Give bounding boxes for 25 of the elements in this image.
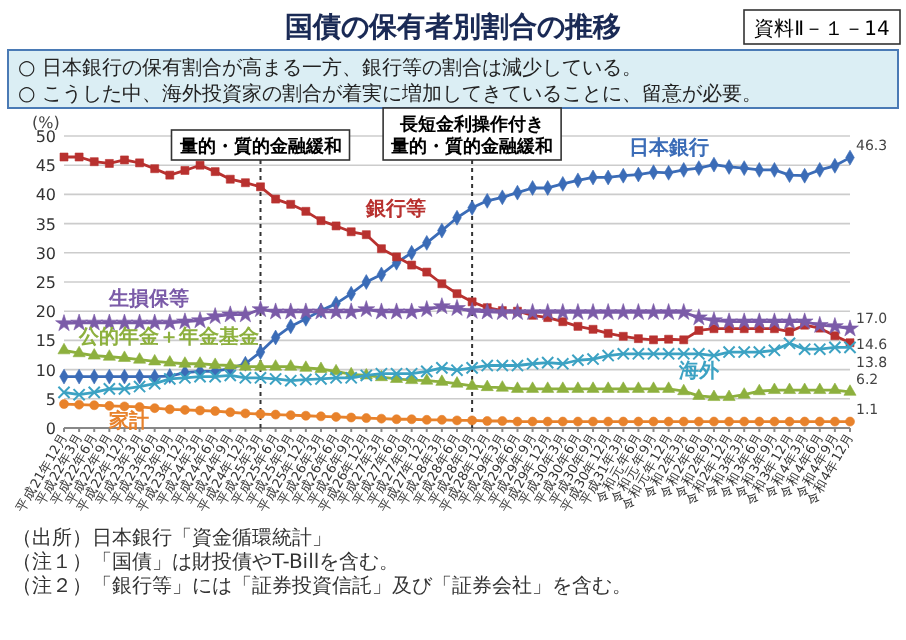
- y-tick-label: 0: [45, 420, 56, 438]
- text: （注１）「国債」は財投債やT-Billを含む。: [12, 550, 400, 574]
- ref-line-label: 量的・質的金融緩和: [177, 136, 342, 158]
- text: （出所）日本銀行「資金循環統計」: [12, 526, 332, 550]
- y-tick-label: 50: [35, 128, 56, 146]
- y-tick-label: 30: [35, 244, 56, 263]
- y-tick-label: 40: [35, 186, 56, 205]
- y-tick-label: 15: [35, 332, 56, 351]
- series-label: 公的年金＋年金基金: [77, 324, 262, 349]
- series-label: 日本銀行: [628, 135, 709, 160]
- series-label: 海外: [676, 358, 721, 383]
- y-tick-label: 20: [35, 303, 56, 322]
- y-tick-label: 5: [45, 390, 56, 409]
- ref-line-label: 長短金利操作付き量的・質的金融緩和: [389, 114, 554, 158]
- series-label: 銀行等: [364, 196, 427, 221]
- y-tick-label: 25: [35, 274, 56, 292]
- series-label: 生損保等: [107, 287, 190, 312]
- chart-subtitle: ○ 日本銀行の保有割合が高まる一方、銀行等の割合は減少している。 ○ こうした中、海外投資家の割合が着実に増加してきていることに、留意が必要。: [18, 56, 762, 106]
- text: （注２）「銀行等」には「証券投資信託」及び「証券会社」を含む。: [12, 574, 632, 598]
- y-tick-label: 10: [35, 361, 56, 380]
- chart-title: 国債の保有者別割合の推移: [285, 10, 621, 44]
- text: 資料Ⅱ－１－14: [754, 17, 890, 41]
- y-tick-label: 45: [35, 157, 56, 176]
- y-axis-title: (%): [32, 114, 60, 132]
- y-tick-label: 35: [35, 215, 56, 234]
